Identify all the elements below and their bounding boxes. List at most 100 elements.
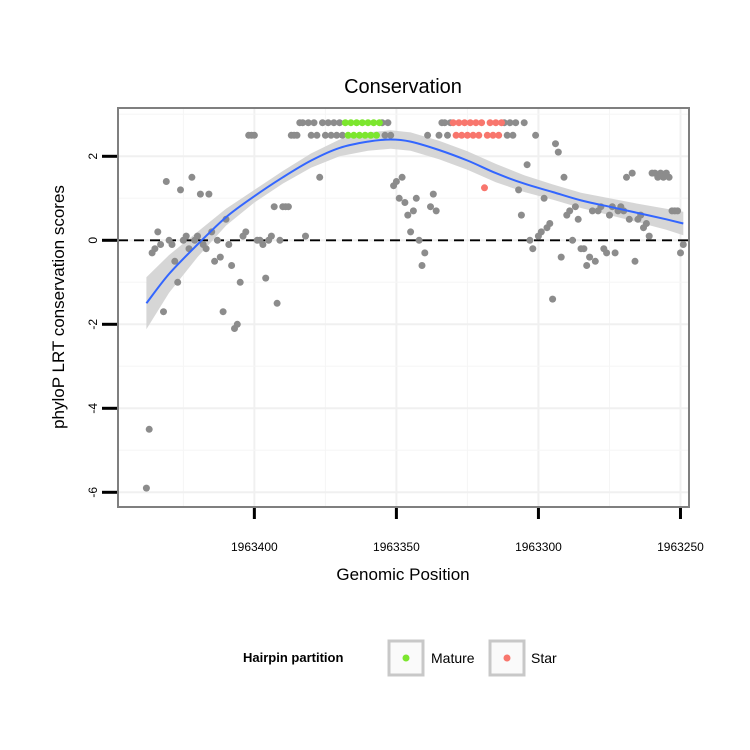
point-other [324,119,332,127]
point-other [188,173,196,181]
point-mature [344,131,352,139]
point-mature [353,119,361,127]
point-other [384,119,392,127]
point-other [566,207,574,215]
point-mature [347,119,355,127]
point-other [270,203,278,211]
point-other [145,425,153,433]
point-other [415,236,423,244]
point-other [574,215,582,223]
point-star [458,131,466,139]
point-other [177,186,184,194]
point-star [455,119,463,127]
point-other [421,249,429,257]
point-star [472,119,480,127]
point-other [532,131,540,139]
point-other [302,232,309,240]
point-star [483,131,491,139]
point-other [336,119,344,127]
point-other [211,257,219,265]
legend-title: Hairpin partition [243,650,343,665]
point-other [540,194,548,202]
point-other [509,131,517,139]
point-star [486,119,494,127]
point-other [418,262,426,269]
y-tick-label: -4 [86,403,100,414]
y-axis-ticks: -6 -4 -2 0 2 [86,153,117,498]
point-other [606,211,613,219]
x-axis-ticks: 1963400 1963350 1963300 1963250 [231,508,704,554]
point-other [665,173,673,181]
point-other [588,207,596,215]
legend-label-mature: Mature [431,650,475,666]
point-star [492,119,500,127]
point-other [625,215,633,223]
point-star [495,131,503,139]
point-other [293,131,301,139]
legend-label-star: Star [531,650,557,666]
point-other [506,119,514,127]
point-star [466,119,474,127]
point-other [586,253,594,261]
point-other [623,173,630,181]
point-other [327,131,335,139]
point-other [603,249,611,257]
point-other [307,131,315,139]
point-other [591,257,599,265]
point-other [583,262,591,269]
point-other [174,278,182,286]
point-other [276,236,284,244]
point-other [537,228,545,236]
point-other [398,173,406,181]
point-other [412,194,420,202]
point-other [409,207,417,215]
point-other [381,131,389,139]
point-other [631,257,639,265]
point-other [284,203,292,211]
point-other [160,308,167,316]
point-other [242,228,250,236]
point-other [435,131,443,139]
point-other [157,241,165,248]
point-other [429,190,437,198]
point-other [546,220,554,227]
legend: Hairpin partition Mature Star [243,639,557,677]
x-tick-label: 1963250 [657,540,704,554]
point-other [611,249,619,257]
point-other [316,173,324,181]
point-other [557,253,565,261]
point-other [338,131,346,139]
point-other [171,257,179,265]
point-other [216,253,224,261]
point-other [427,203,434,211]
legend-swatch-mature [402,654,410,662]
point-other [310,119,318,127]
point-other [515,186,523,194]
point-other [304,119,312,127]
point-other [517,211,525,219]
point-other [549,295,557,303]
point-other [330,119,338,127]
point-star [461,119,469,127]
point-other [333,131,341,139]
point-mature [361,131,369,139]
point-mature [373,131,380,139]
point-other [552,140,559,148]
point-other [677,249,684,257]
point-other [560,173,568,181]
point-star [489,131,497,139]
point-star [475,131,483,139]
point-mature [375,119,383,127]
point-other [424,131,432,139]
point-other [319,119,326,127]
point-mature [341,119,349,127]
x-tick-label: 1963300 [515,540,562,554]
point-other [554,148,562,156]
point-mature [356,131,363,139]
y-tick-label: 0 [86,237,100,244]
x-tick-label: 1963350 [373,540,420,554]
point-other [267,232,275,240]
point-other [213,236,221,244]
smooth-line [145,138,684,304]
